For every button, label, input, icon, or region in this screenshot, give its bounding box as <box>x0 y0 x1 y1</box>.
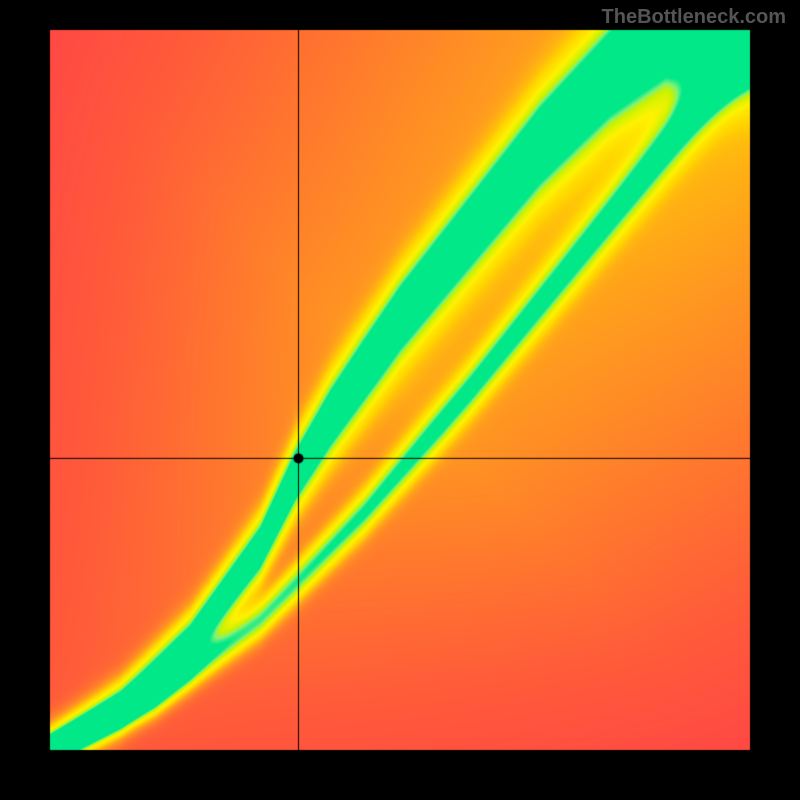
chart-container: TheBottleneck.com <box>0 0 800 800</box>
watermark-text: TheBottleneck.com <box>602 6 786 29</box>
heatmap-canvas <box>0 0 800 800</box>
